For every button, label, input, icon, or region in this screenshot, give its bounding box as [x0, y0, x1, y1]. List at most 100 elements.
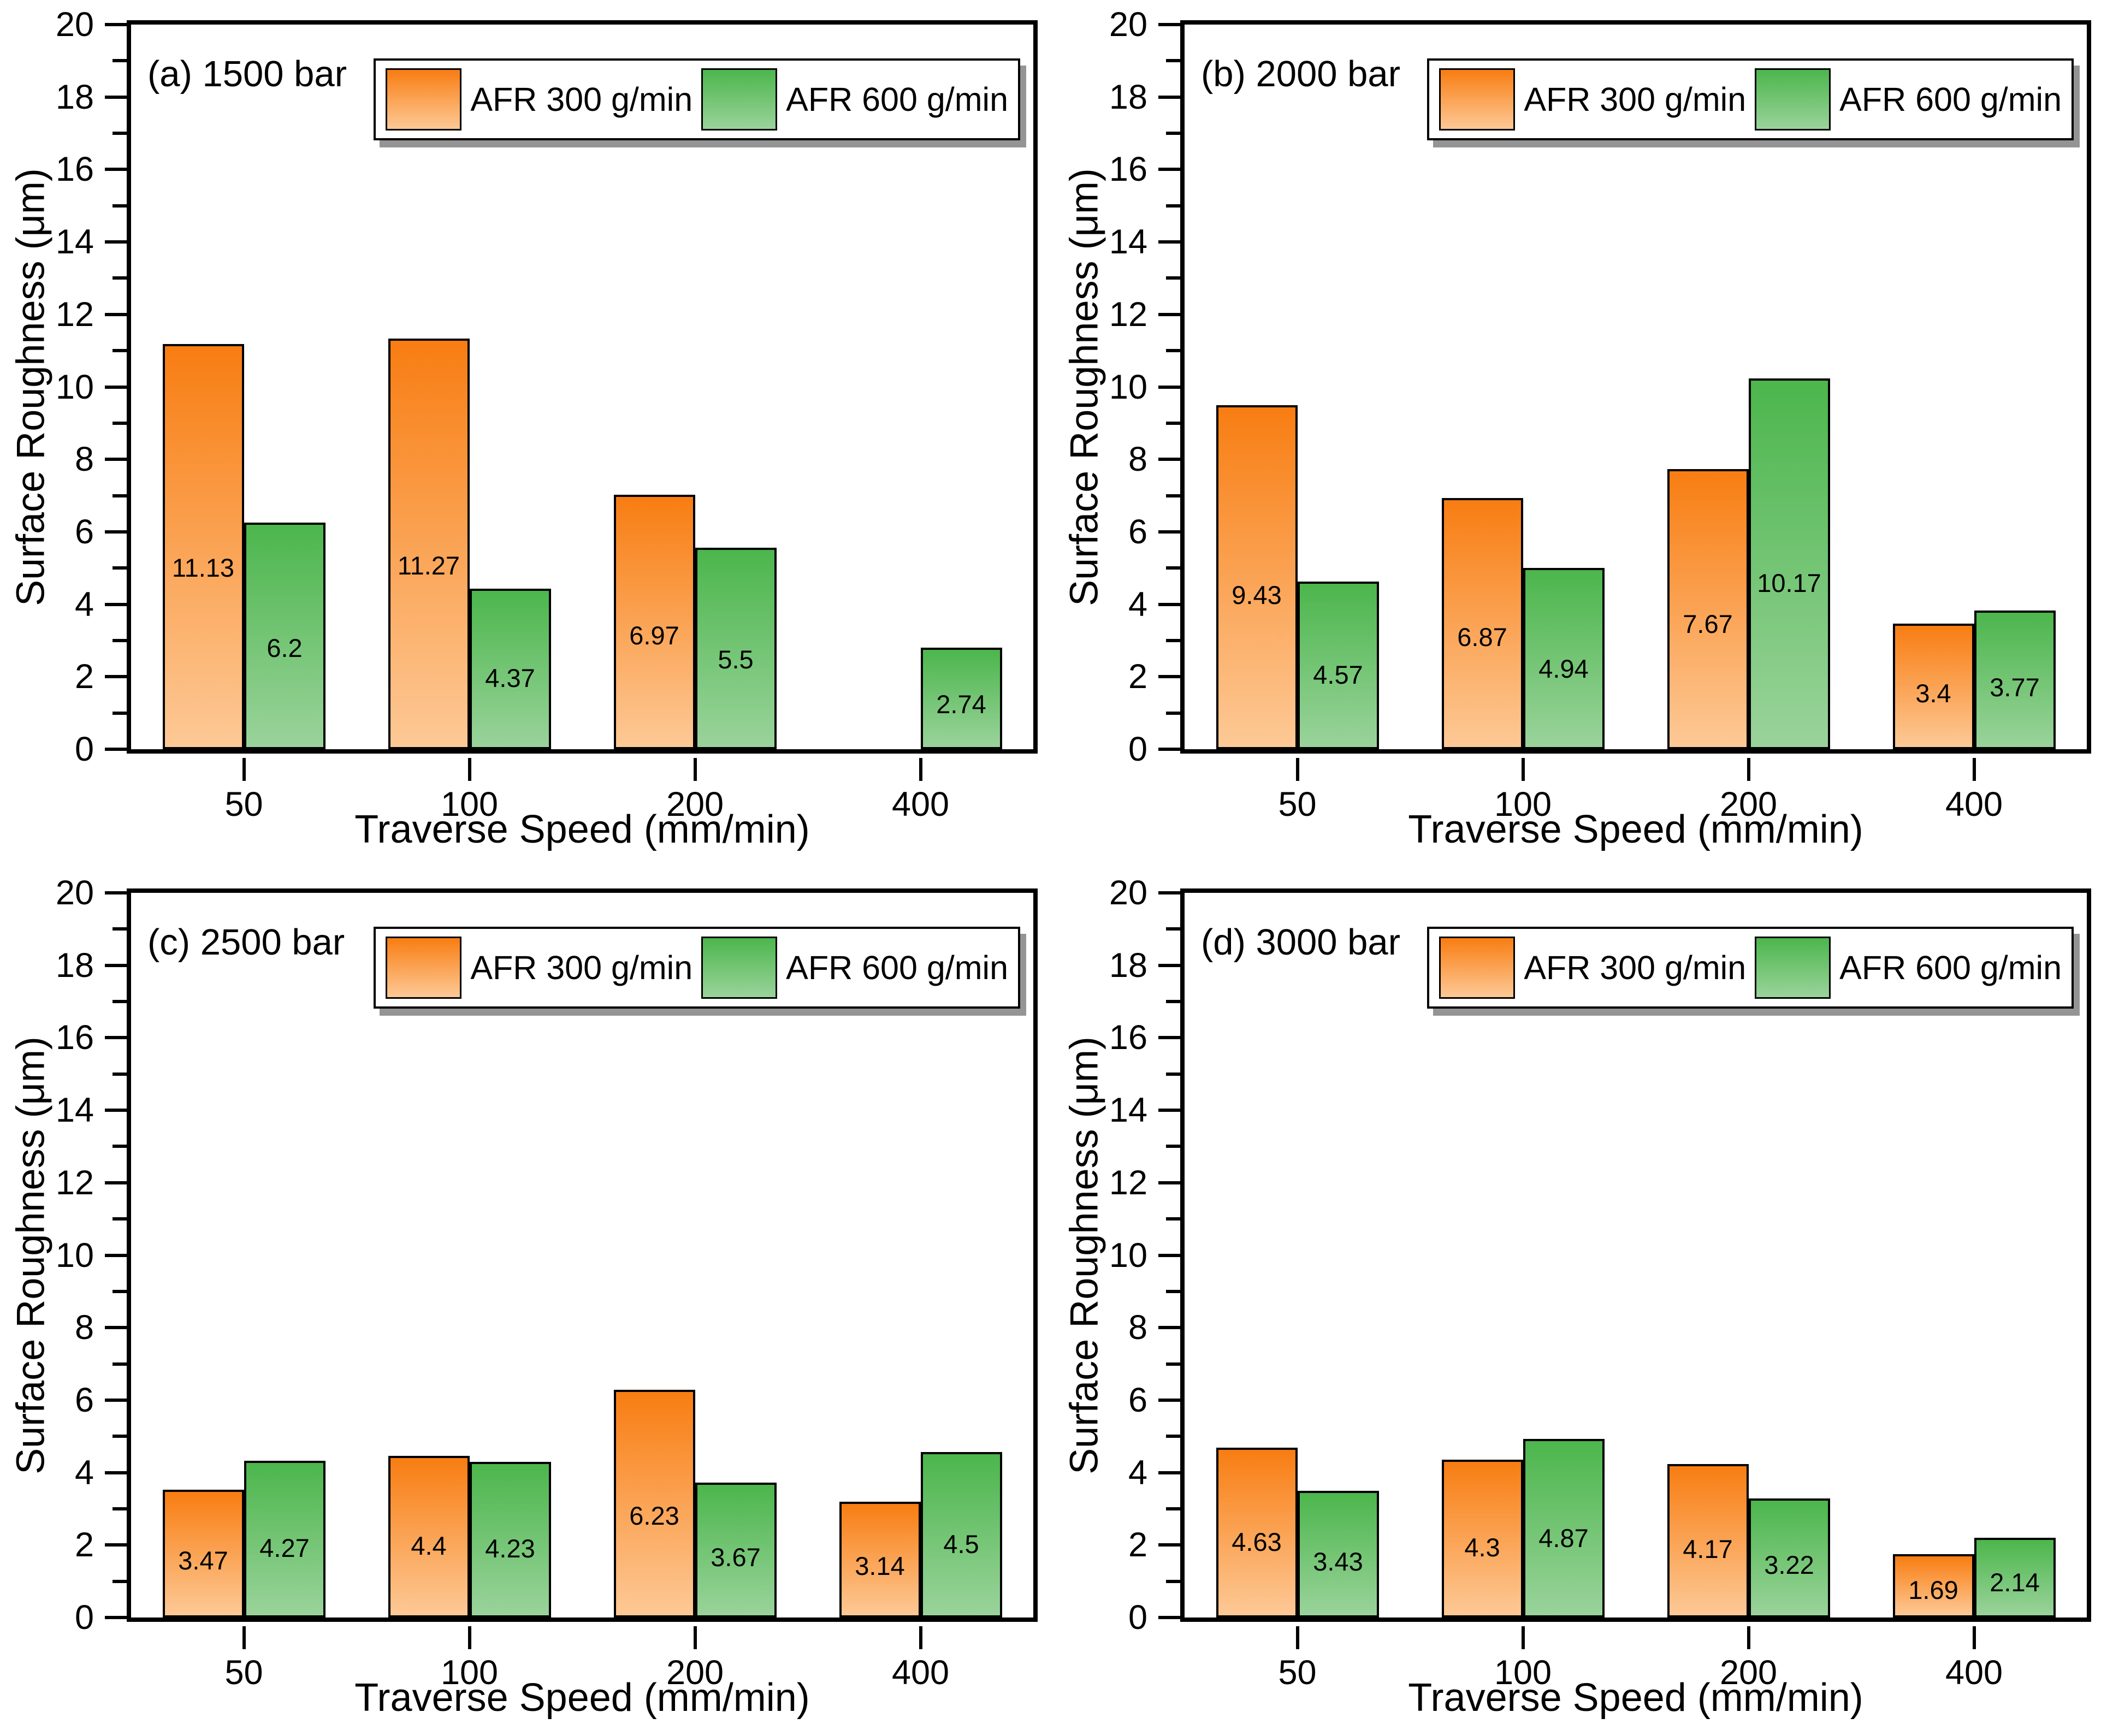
y-tick-label: 14: [1109, 1091, 1147, 1130]
y-major-tick: [1158, 1471, 1180, 1474]
bar-afr600: [920, 1452, 1002, 1617]
y-major-tick: [1158, 1181, 1180, 1184]
bar-afr300: [1892, 624, 1974, 749]
y-major-tick: [1158, 1109, 1180, 1112]
x-tick-label: 200: [666, 785, 724, 823]
legend: AFR 300 g/min AFR 600 g/min: [1427, 927, 2074, 1009]
y-major-tick: [105, 675, 127, 679]
bar-value-label: 4.5: [943, 1529, 979, 1559]
y-major-tick: [1158, 23, 1180, 26]
y-minor-tick: [113, 1000, 127, 1004]
y-minor-tick: [1166, 566, 1180, 570]
y-tick-label: 12: [55, 295, 94, 334]
bar-afr300: [1667, 469, 1749, 749]
bar-afr600: [1297, 581, 1379, 749]
y-tick-label: 0: [74, 1598, 94, 1637]
y-major-tick: [1158, 963, 1180, 967]
x-tick: [1295, 1626, 1299, 1649]
legend-swatch-afr300: [1439, 68, 1516, 131]
x-tick-label: 50: [224, 785, 263, 823]
y-major-tick: [1158, 168, 1180, 171]
bar-value-label: 4.23: [485, 1533, 535, 1563]
y-minor-tick: [1166, 927, 1180, 931]
bar-value-label: 4.87: [1538, 1523, 1589, 1553]
y-major-tick: [1158, 1326, 1180, 1330]
y-tick-label: 18: [1109, 78, 1147, 116]
x-tick: [242, 758, 246, 781]
y-minor-tick: [113, 1145, 127, 1148]
plot-area: 0 2 4 6 8 10 12 14 16 18 20 50 9.43 4.57 100 6.87 4.94 20…: [1109, 5, 2091, 823]
x-tick-label: 400: [1945, 1654, 2003, 1692]
y-tick-label: 10: [55, 368, 94, 406]
y-major-tick: [105, 530, 127, 534]
y-major-tick: [105, 240, 127, 244]
bar-value-label: 4.37: [485, 663, 535, 692]
y-major-tick: [105, 748, 127, 751]
plot-inner: 0 2 4 6 8 10 12 14 16 18 20 50 11.13 6.2 100 11.27 4.37 2…: [56, 5, 1033, 823]
y-tick-label: 2: [1128, 657, 1147, 696]
bar-value-label: 3.22: [1764, 1550, 1814, 1579]
panel-d: Surface Roughness (μm) Traverse Speed (mm…: [1054, 868, 2107, 1736]
y-major-tick: [105, 1109, 127, 1112]
y-minor-tick: [113, 421, 127, 425]
legend-label: AFR 600 g/min: [786, 949, 1008, 986]
y-minor-tick: [113, 1507, 127, 1510]
bar-value-label: 4.63: [1232, 1527, 1282, 1556]
y-tick-label: 12: [1109, 1163, 1147, 1202]
y-minor-tick: [113, 349, 127, 353]
bar-value-label: 3.77: [1990, 673, 2040, 702]
y-minor-tick: [1166, 638, 1180, 642]
plot-area: 0 2 4 6 8 10 12 14 16 18 20 50 4.63 3.43 100 4.3 4.87 200…: [1109, 874, 2091, 1692]
y-minor-tick: [1166, 1579, 1180, 1583]
x-tick: [1747, 1626, 1750, 1649]
bar-value-label: 6.23: [629, 1501, 679, 1530]
y-minor-tick: [113, 1217, 127, 1221]
x-tick: [242, 1626, 246, 1649]
bar-afr300: [1892, 1554, 1974, 1617]
y-minor-tick: [1166, 711, 1180, 715]
bar-value-label: 4.3: [1464, 1532, 1500, 1562]
legend: AFR 300 g/min AFR 600 g/min: [374, 927, 1020, 1009]
plot-inner: 0 2 4 6 8 10 12 14 16 18 20 50 4.63 3.43 100 4.3 4.87 200…: [1109, 874, 2087, 1692]
bar-value-label: 4.17: [1683, 1534, 1733, 1564]
y-minor-tick: [113, 1362, 127, 1366]
y-major-tick: [1158, 385, 1180, 389]
legend-swatch-afr300: [386, 68, 462, 131]
y-minor-tick: [1166, 132, 1180, 135]
y-minor-tick: [113, 1289, 127, 1293]
y-minor-tick: [1166, 1507, 1180, 1510]
bar-value-label: 7.67: [1683, 609, 1733, 638]
panel-a: Surface Roughness (μm) Traverse Speed (mm…: [0, 0, 1054, 868]
x-tick-label: 200: [1719, 785, 1778, 823]
y-minor-tick: [1166, 1000, 1180, 1004]
bar-afr600: [244, 522, 325, 749]
y-major-tick: [105, 963, 127, 967]
y-major-tick: [105, 1471, 127, 1474]
y-tick-label: 8: [74, 440, 94, 479]
legend-label: AFR 600 g/min: [786, 81, 1008, 118]
y-major-tick: [105, 891, 127, 894]
bar-value-label: 3.14: [855, 1551, 905, 1581]
y-minor-tick: [1166, 204, 1180, 208]
x-tick-label: 100: [1494, 1654, 1552, 1692]
bar-value-label: 9.43: [1232, 580, 1282, 610]
bar-value-label: 4.94: [1538, 654, 1589, 683]
y-major-tick: [1158, 458, 1180, 461]
y-tick-label: 16: [55, 1018, 94, 1057]
y-major-tick: [1158, 675, 1180, 679]
y-major-tick: [105, 385, 127, 389]
x-tick: [1972, 1626, 1976, 1649]
legend: AFR 300 g/min AFR 600 g/min: [374, 58, 1020, 140]
x-tick: [467, 1626, 471, 1649]
y-major-tick: [1158, 312, 1180, 316]
y-minor-tick: [113, 566, 127, 570]
y-tick-label: 16: [1109, 150, 1147, 189]
y-tick-label: 18: [1109, 946, 1147, 985]
y-major-tick: [105, 95, 127, 99]
y-tick-label: 0: [1128, 1598, 1147, 1637]
y-tick-label: 6: [1128, 1380, 1147, 1419]
legend-label: AFR 300 g/min: [470, 81, 693, 118]
bar-value-label: 6.87: [1457, 622, 1507, 651]
bar-afr600: [1748, 378, 1830, 749]
bar-afr300: [839, 1501, 921, 1617]
